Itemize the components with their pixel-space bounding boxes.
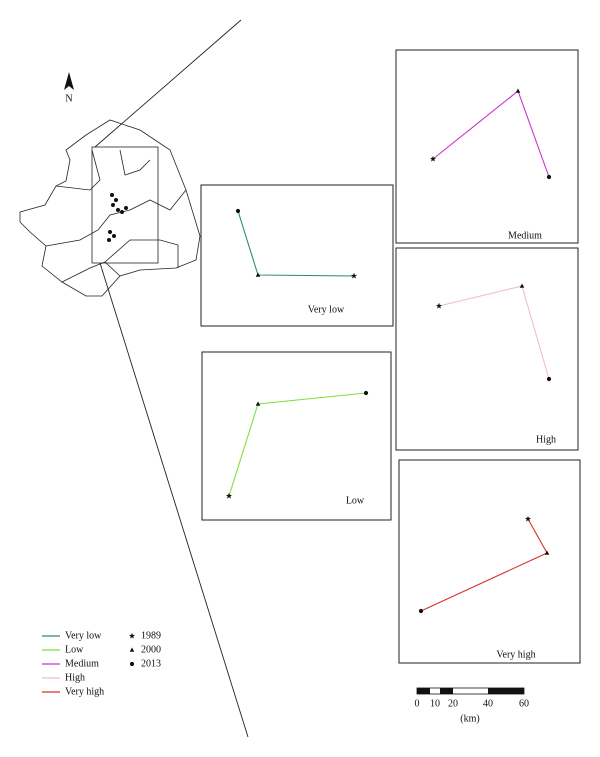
legend-year: 2000 xyxy=(141,644,161,655)
panel-frame xyxy=(395,49,579,244)
district-line xyxy=(61,261,121,283)
panel-label: High xyxy=(536,434,556,445)
legend-label: High xyxy=(65,672,85,683)
panel-label: Low xyxy=(346,495,365,506)
panel-frame xyxy=(395,247,579,451)
inset-box xyxy=(91,146,159,264)
sample-sites xyxy=(107,193,128,242)
marker-2013 xyxy=(418,608,424,614)
district-line xyxy=(55,149,101,191)
legend-label: Very high xyxy=(65,686,104,697)
panel-frame xyxy=(201,351,392,521)
marker-1989 xyxy=(430,155,436,162)
district-line xyxy=(45,189,187,247)
marker-2013 xyxy=(363,390,369,396)
district-line xyxy=(104,239,179,268)
marker-2013 xyxy=(546,376,552,382)
panel-label: Medium xyxy=(508,230,542,241)
marker-1989 xyxy=(129,632,135,639)
marker-2013 xyxy=(235,208,241,214)
zoom-line xyxy=(94,19,242,148)
marker-1989 xyxy=(525,515,531,522)
legend-label: Medium xyxy=(65,658,99,669)
marker-2000 xyxy=(255,272,261,277)
legend-label: Very low xyxy=(65,630,102,641)
marker-1989 xyxy=(436,302,442,309)
marker-2013 xyxy=(546,174,552,180)
panel-label: Very high xyxy=(496,649,535,660)
legend-label: Low xyxy=(65,644,84,655)
marker-2000 xyxy=(515,88,521,93)
north-arrow xyxy=(64,72,74,90)
legend-year: 2013 xyxy=(141,658,161,669)
panel-frame xyxy=(398,459,581,664)
legend-year: 1989 xyxy=(141,630,161,641)
district-line xyxy=(119,149,151,176)
marker-2013 xyxy=(129,661,135,667)
scale-tick-label: 20 xyxy=(448,698,458,709)
marker-1989 xyxy=(351,272,357,279)
panel-label: Very low xyxy=(308,304,345,315)
marker-1989 xyxy=(226,492,232,499)
scale-tick-label: 60 xyxy=(519,698,529,709)
region-outline xyxy=(19,119,201,297)
panel-frame xyxy=(200,184,394,327)
marker-2000 xyxy=(129,647,135,652)
scale-unit: (km) xyxy=(460,713,479,724)
scale-tick-label: 10 xyxy=(430,698,440,709)
marker-2000 xyxy=(519,283,525,288)
base-map: N xyxy=(19,19,249,738)
scale-tick-label: 40 xyxy=(483,698,493,709)
scale-bar xyxy=(416,687,525,695)
north-label: N xyxy=(65,93,72,104)
marker-2000 xyxy=(255,401,261,406)
zoom-line xyxy=(99,262,249,738)
marker-2000 xyxy=(544,550,550,555)
scale-tick-label: 0 xyxy=(415,698,420,709)
